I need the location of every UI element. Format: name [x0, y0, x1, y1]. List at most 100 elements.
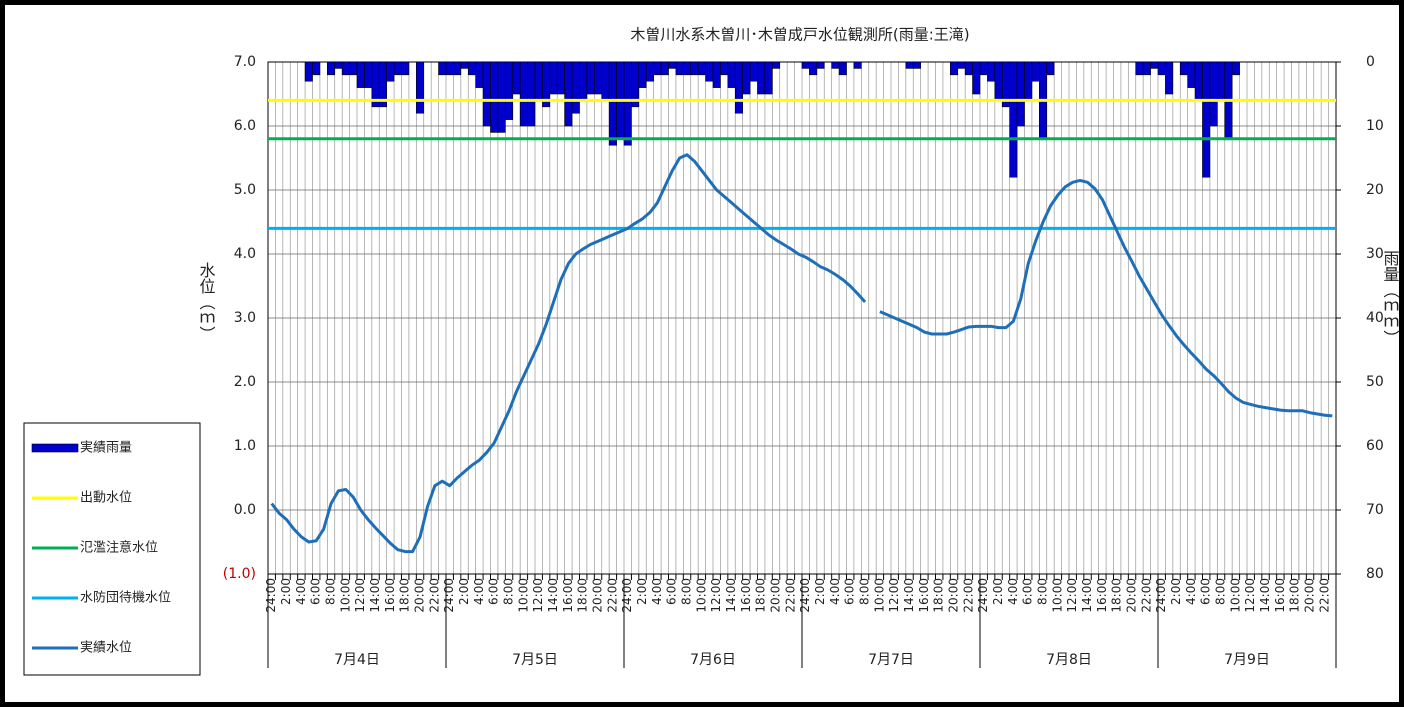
rain-bar [1031, 61, 1040, 82]
y2-tick-label: 60 [1366, 438, 1384, 454]
rain-bar [334, 61, 343, 69]
rain-bar [386, 61, 395, 82]
x-tick-label: 20:00 [769, 578, 783, 613]
rain-bar [579, 61, 588, 101]
x-tick-label: 10:00 [872, 578, 886, 613]
rain-bar [675, 61, 684, 76]
rain-bar [1150, 61, 1159, 69]
legend-swatch [31, 443, 79, 453]
x-tick-label: 22:00 [783, 578, 797, 613]
x-tick-label: 10:00 [1228, 578, 1242, 613]
x-tick-label: 12:00 [887, 578, 901, 613]
x-tick-label: 4:00 [472, 578, 486, 605]
rain-bar [594, 61, 603, 95]
rain-bar [764, 61, 773, 95]
rain-bar [734, 61, 743, 114]
rain-bar [1194, 61, 1203, 101]
legend-label: 出動水位 [80, 491, 132, 506]
y2-tick-label: 30 [1366, 246, 1384, 262]
x-tick-label: 12:00 [531, 578, 545, 613]
rain-bar [660, 61, 669, 76]
day-label: 7月7日 [868, 652, 914, 668]
legend-label: 実績水位 [80, 640, 132, 656]
rain-bar [690, 61, 699, 76]
rain-bar [801, 61, 810, 69]
x-tick-label: 14:00 [902, 578, 916, 613]
x-tick-label: 10:00 [1050, 578, 1064, 613]
day-label: 7月5日 [512, 652, 558, 668]
rain-bar [653, 61, 662, 76]
x-tick-label: 18:00 [398, 578, 412, 613]
x-tick-label: 12:00 [1243, 578, 1257, 613]
rain-bar [964, 61, 973, 76]
x-tick-label: 6:00 [1199, 578, 1213, 605]
x-tick-label: 20:00 [413, 578, 427, 613]
rain-bar [505, 61, 514, 120]
y2-tick-label: 40 [1366, 310, 1384, 326]
x-tick-label: 20:00 [947, 578, 961, 613]
x-tick-label: 24:00 [798, 578, 812, 613]
rain-bar [1217, 61, 1226, 101]
rain-bar [809, 61, 818, 76]
rain-bar [749, 61, 758, 82]
x-tick-label: 18:00 [754, 578, 768, 613]
rain-bar [720, 61, 729, 76]
x-tick-label: 14:00 [1258, 578, 1272, 613]
rain-bar [1231, 61, 1240, 76]
x-tick-label: 22:00 [605, 578, 619, 613]
x-tick-label: 16:00 [917, 578, 931, 613]
x-tick-label: 22:00 [1139, 578, 1153, 613]
rain-bar [490, 61, 499, 133]
x-tick-label: 24:00 [442, 578, 456, 613]
rain-bar [341, 61, 350, 76]
x-tick-label: 22:00 [961, 578, 975, 613]
y-tick-label: 1.0 [234, 438, 256, 454]
rain-bar [712, 61, 721, 88]
rain-bar [705, 61, 714, 82]
x-tick-label: 24:00 [620, 578, 634, 613]
rain-bar [905, 61, 914, 69]
rain-bar [772, 61, 781, 69]
rain-bar [327, 61, 336, 76]
x-tick-label: 10:00 [516, 578, 530, 613]
x-tick-label: 6:00 [309, 578, 323, 605]
day-label: 7月8日 [1046, 652, 1092, 668]
x-tick-label: 8:00 [858, 578, 872, 605]
rain-bar [727, 61, 736, 88]
x-tick-label: 16:00 [561, 578, 575, 613]
y2-tick-label: 70 [1366, 502, 1384, 518]
x-tick-label: 14:00 [724, 578, 738, 613]
x-tick-label: 4:00 [650, 578, 664, 605]
rain-bar [957, 61, 966, 69]
rain-bar [364, 61, 373, 88]
x-tick-label: 24:00 [264, 578, 278, 613]
x-tick-label: 8:00 [680, 578, 694, 605]
x-tick-label: 8:00 [324, 578, 338, 605]
x-tick-label: 22:00 [1317, 578, 1331, 613]
rain-bar [304, 61, 313, 82]
rain-bar [838, 61, 847, 76]
rain-bar [697, 61, 706, 76]
rain-bar [527, 61, 536, 127]
rain-bar [586, 61, 595, 95]
x-tick-label: 14:00 [1080, 578, 1094, 613]
rain-bar [549, 61, 558, 95]
y-tick-label: 6.0 [234, 118, 256, 134]
rain-bar [312, 61, 321, 76]
rain-bar [742, 61, 751, 95]
rain-bar [950, 61, 959, 76]
x-tick-label: 2:00 [457, 578, 471, 605]
rain-bar [668, 61, 677, 69]
y-tick-label: 0.0 [234, 502, 256, 518]
y2-tick-label: 10 [1366, 118, 1384, 134]
y-tick-label: 5.0 [234, 182, 256, 198]
x-tick-label: 2:00 [1169, 578, 1183, 605]
x-tick-label: 4:00 [828, 578, 842, 605]
chart-title: 木曽川水系木曽川･木曽成戸水位観測所(雨量:王滝) [630, 26, 969, 44]
x-tick-label: 8:00 [502, 578, 516, 605]
rain-bar [601, 61, 610, 101]
x-tick-label: 4:00 [294, 578, 308, 605]
rain-bar [816, 61, 825, 69]
rain-bar [757, 61, 766, 95]
